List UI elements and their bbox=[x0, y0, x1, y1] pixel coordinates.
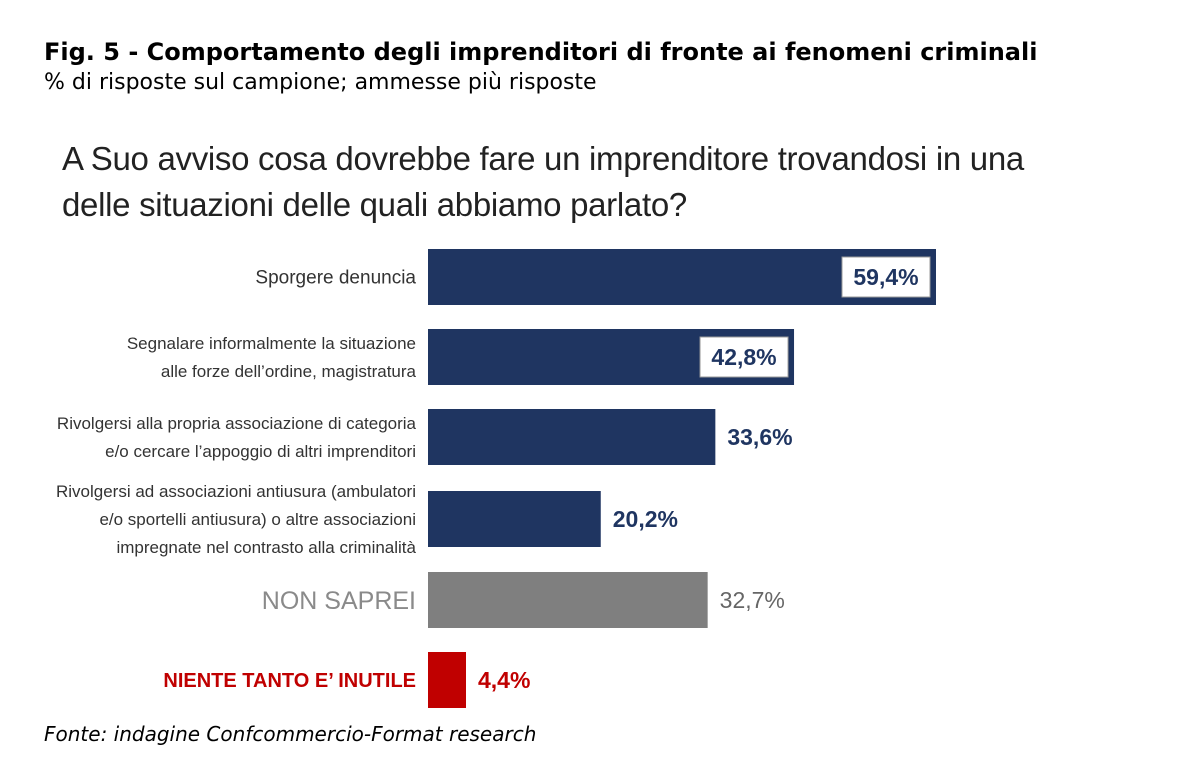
category-label: NON SAPREI bbox=[262, 587, 416, 615]
value-label-box bbox=[841, 256, 931, 298]
category-label: Sporgere denuncia bbox=[255, 268, 416, 289]
category-label: Rivolgersi ad associazioni antiusura (am… bbox=[56, 482, 416, 501]
bar-5 bbox=[428, 572, 708, 628]
category-label: Rivolgersi alla propria associazione di … bbox=[57, 414, 417, 433]
bar-4 bbox=[428, 491, 601, 547]
value-label: 33,6% bbox=[727, 424, 792, 450]
source-note: Fonte: indagine Confcommercio-Format res… bbox=[44, 722, 537, 746]
figure-subtitle: % di risposte sul campione; ammesse più … bbox=[44, 70, 597, 95]
category-label: NIENTE TANTO E’ INUTILE bbox=[163, 670, 416, 692]
value-label-box bbox=[699, 336, 789, 378]
figure-title: Fig. 5 - Comportamento degli imprenditor… bbox=[44, 38, 1038, 66]
chart-question: A Suo avviso cosa dovrebbe fare un impre… bbox=[62, 140, 1024, 223]
value-label: 32,7% bbox=[720, 587, 785, 613]
bar-6 bbox=[428, 652, 466, 708]
value-label: 42,8% bbox=[711, 344, 776, 370]
category-label: e/o sportelli antiusura) o altre associa… bbox=[99, 510, 416, 529]
value-label: 20,2% bbox=[613, 506, 678, 532]
category-label: Segnalare informalmente la situazione bbox=[127, 334, 416, 353]
category-label: e/o cercare l’appoggio di altri imprendi… bbox=[105, 442, 416, 461]
value-label: 59,4% bbox=[853, 264, 918, 290]
value-label: 4,4% bbox=[478, 667, 530, 693]
category-label: impregnate nel contrasto alla criminalit… bbox=[116, 538, 416, 557]
bar-3 bbox=[428, 409, 716, 465]
category-label: alle forze dell’ordine, magistratura bbox=[161, 362, 417, 381]
